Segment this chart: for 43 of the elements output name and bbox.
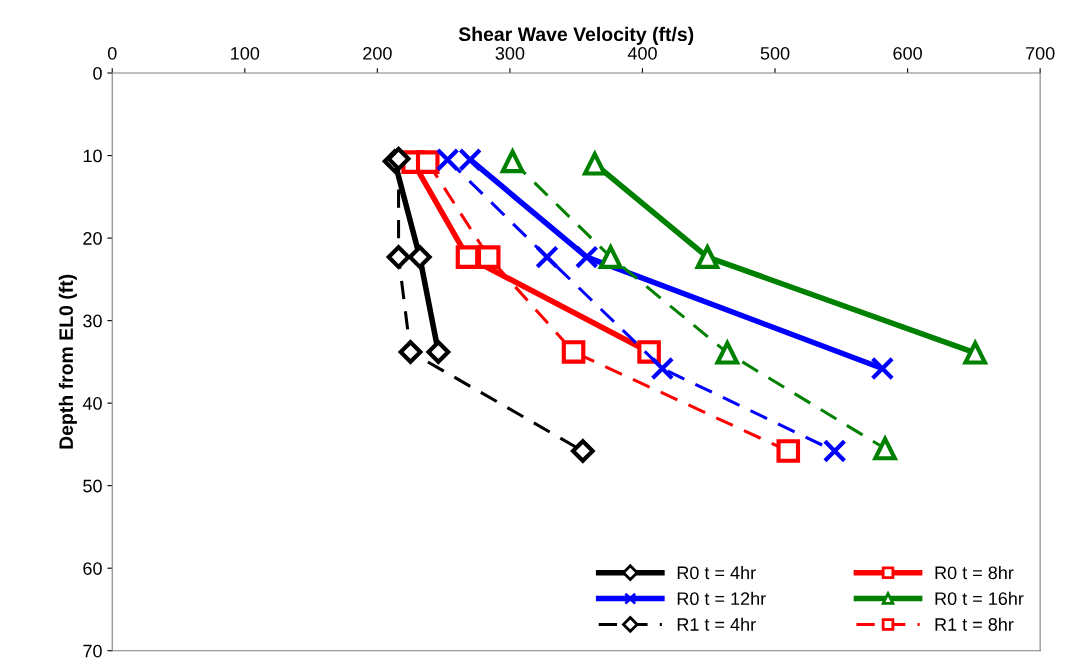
- y-tick-label: 60: [83, 562, 102, 575]
- x-tick-label: 200: [363, 46, 392, 60]
- x-axis-title: Shear Wave Velocity (ft/s): [458, 26, 694, 45]
- point: [426, 340, 451, 364]
- x-tick-label: 0: [107, 46, 117, 60]
- point: [714, 338, 741, 365]
- point: [574, 245, 599, 269]
- point: [386, 245, 411, 269]
- y-tick-label: 40: [82, 397, 102, 410]
- point: [499, 147, 525, 174]
- point: [561, 340, 586, 364]
- point: [870, 356, 895, 381]
- legend-label: R1 t = 4hr: [677, 617, 756, 631]
- y-tick-label: 30: [83, 314, 102, 328]
- point: [962, 338, 989, 365]
- legend-label: R0 t = 8hr: [935, 565, 1014, 580]
- point: [407, 245, 432, 269]
- point: [776, 439, 801, 463]
- point: [398, 340, 423, 364]
- y-tick-label: 70: [83, 644, 102, 658]
- point: [650, 356, 675, 381]
- point: [822, 439, 847, 463]
- point: [872, 434, 898, 461]
- x-tick-label: 700: [1026, 46, 1055, 60]
- point: [455, 245, 480, 269]
- point: [476, 245, 501, 269]
- y-tick-label: 20: [83, 232, 102, 245]
- legend-label: R1 t = 8hr: [935, 617, 1014, 631]
- x-tick-label: 300: [495, 46, 525, 60]
- point: [535, 245, 559, 269]
- legend-label: R0 t = 16hr: [935, 591, 1024, 606]
- x-tick-label: 500: [760, 46, 790, 60]
- y-tick-label: 0: [93, 66, 102, 80]
- point: [415, 150, 440, 174]
- y-axis-title: Depth from EL0 (ft): [58, 274, 77, 449]
- y-tick-label: 50: [83, 479, 102, 493]
- legend-label: R0 t = 12hr: [677, 591, 766, 606]
- x-tick-label: 400: [627, 46, 657, 60]
- x-tick-label: 600: [893, 46, 922, 60]
- legend-label: R0 t = 4hr: [677, 565, 756, 580]
- point: [570, 439, 595, 463]
- x-tick-label: 100: [231, 46, 260, 60]
- y-tick-label: 10: [83, 149, 102, 163]
